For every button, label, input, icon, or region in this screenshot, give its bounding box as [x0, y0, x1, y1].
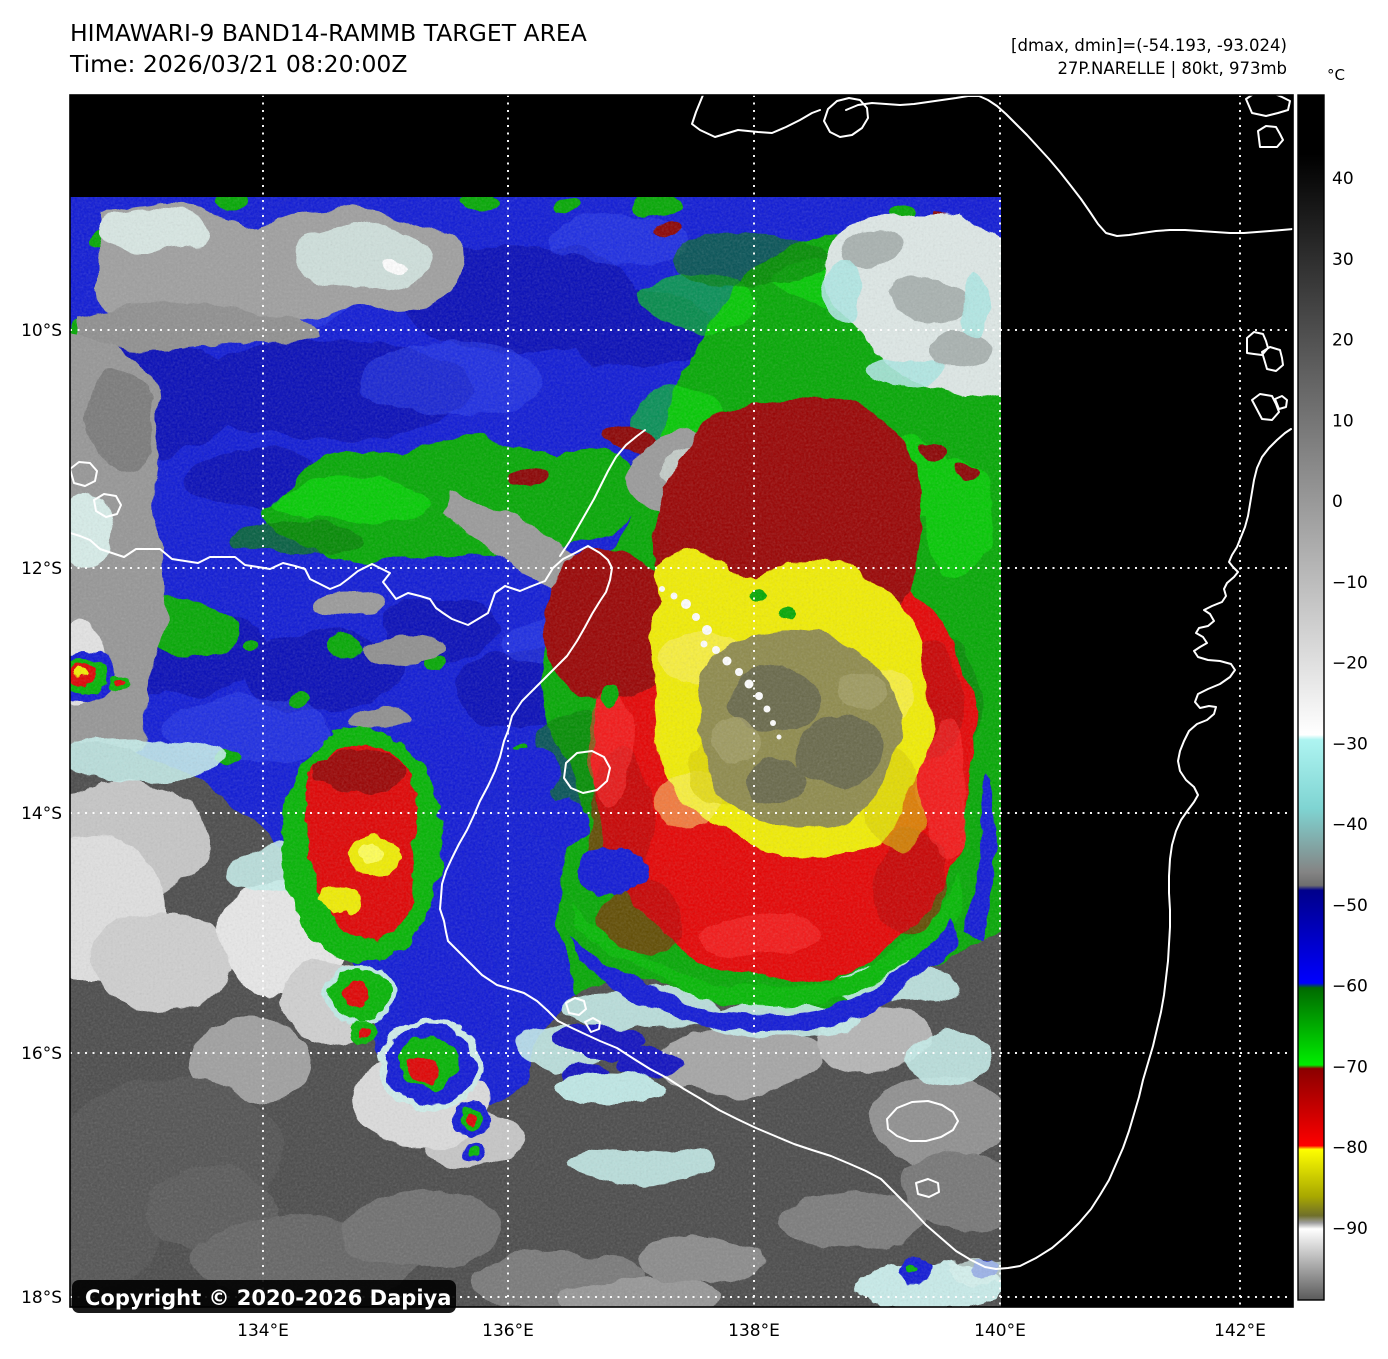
satellite-data-field — [70, 197, 1001, 1307]
longitude-axis-labels: 134°E 136°E 138°E 140°E 142°E — [237, 1321, 1266, 1341]
longitude-tick-label: 142°E — [1214, 1321, 1266, 1341]
latitude-tick-label: 14°S — [21, 804, 62, 824]
colorbar — [1297, 94, 1325, 1301]
longitude-tick-label: 136°E — [482, 1321, 534, 1341]
colorbar-tick-label: −70 — [1332, 1057, 1368, 1077]
colorbar-tick-label: −30 — [1332, 734, 1368, 754]
storm-note: 27P.NARELLE | 80kt, 973mb — [1057, 59, 1287, 78]
colorbar-tick-label: −60 — [1332, 977, 1368, 997]
longitude-tick-label: 140°E — [974, 1321, 1026, 1341]
longitude-tick-label: 134°E — [237, 1321, 289, 1341]
sensor-noise-texture — [70, 197, 1001, 1307]
colorbar-tick-label: 20 — [1332, 331, 1354, 351]
coastline-new-guinea — [691, 95, 1293, 237]
colorbar-tick-label: −90 — [1332, 1219, 1368, 1239]
coastline-pellew-islands — [565, 997, 601, 1033]
colorbar-tick-label: 0 — [1332, 492, 1343, 512]
coastline-wessel-islands — [559, 429, 646, 557]
page-title: HIMAWARI-9 BAND14-RAMMB TARGET AREA — [70, 19, 587, 47]
latitude-tick-label: 12°S — [21, 559, 62, 579]
colorbar-tick-label: 40 — [1332, 169, 1354, 189]
colorbar-tick-labels: 40 30 20 10 0 −10 −20 −30 −40 −50 −60 −70 −80 −90 — [1332, 169, 1368, 1239]
copyright-badge: Copyright © 2020-2026 Dapiya — [72, 1280, 456, 1313]
coastline-island-loop — [823, 95, 1291, 148]
colorbar-tick-label: 10 — [1332, 411, 1354, 431]
coastline-tiwi-islands — [70, 461, 122, 518]
plot-frame — [69, 94, 1294, 1308]
colorbar-tick-label: −80 — [1332, 1138, 1368, 1158]
colorbar-tick-label: 30 — [1332, 250, 1354, 270]
longitude-tick-label: 138°E — [728, 1321, 780, 1341]
coastline-australia-mainland — [70, 428, 1292, 1270]
coastline-torres-islands — [1246, 331, 1288, 421]
coastlines — [70, 95, 1293, 1270]
colorbar-tick-label: −10 — [1332, 573, 1368, 593]
time-label: Time: 2026/03/21 08:20:00Z — [69, 50, 407, 78]
coastline-groote-eylandt — [563, 750, 611, 794]
colorbar-unit-label: °C — [1327, 66, 1345, 84]
colorbar-tick-label: −50 — [1332, 896, 1368, 916]
colorbar-tick-label: −40 — [1332, 815, 1368, 835]
copyright-text: Copyright © 2020-2026 Dapiya — [85, 1286, 451, 1310]
dmax-dmin-note: [dmax, dmin]=(-54.193, -93.024) — [1011, 36, 1287, 55]
latitude-tick-label: 16°S — [21, 1044, 62, 1064]
latitude-axis-labels: 10°S 12°S 14°S 16°S 18°S — [21, 321, 62, 1308]
colorbar-tick-label: −20 — [1332, 654, 1368, 674]
latitude-tick-label: 10°S — [21, 321, 62, 341]
latitude-tick-label: 18°S — [21, 1288, 62, 1308]
coastline-mornington-island — [886, 1100, 959, 1198]
